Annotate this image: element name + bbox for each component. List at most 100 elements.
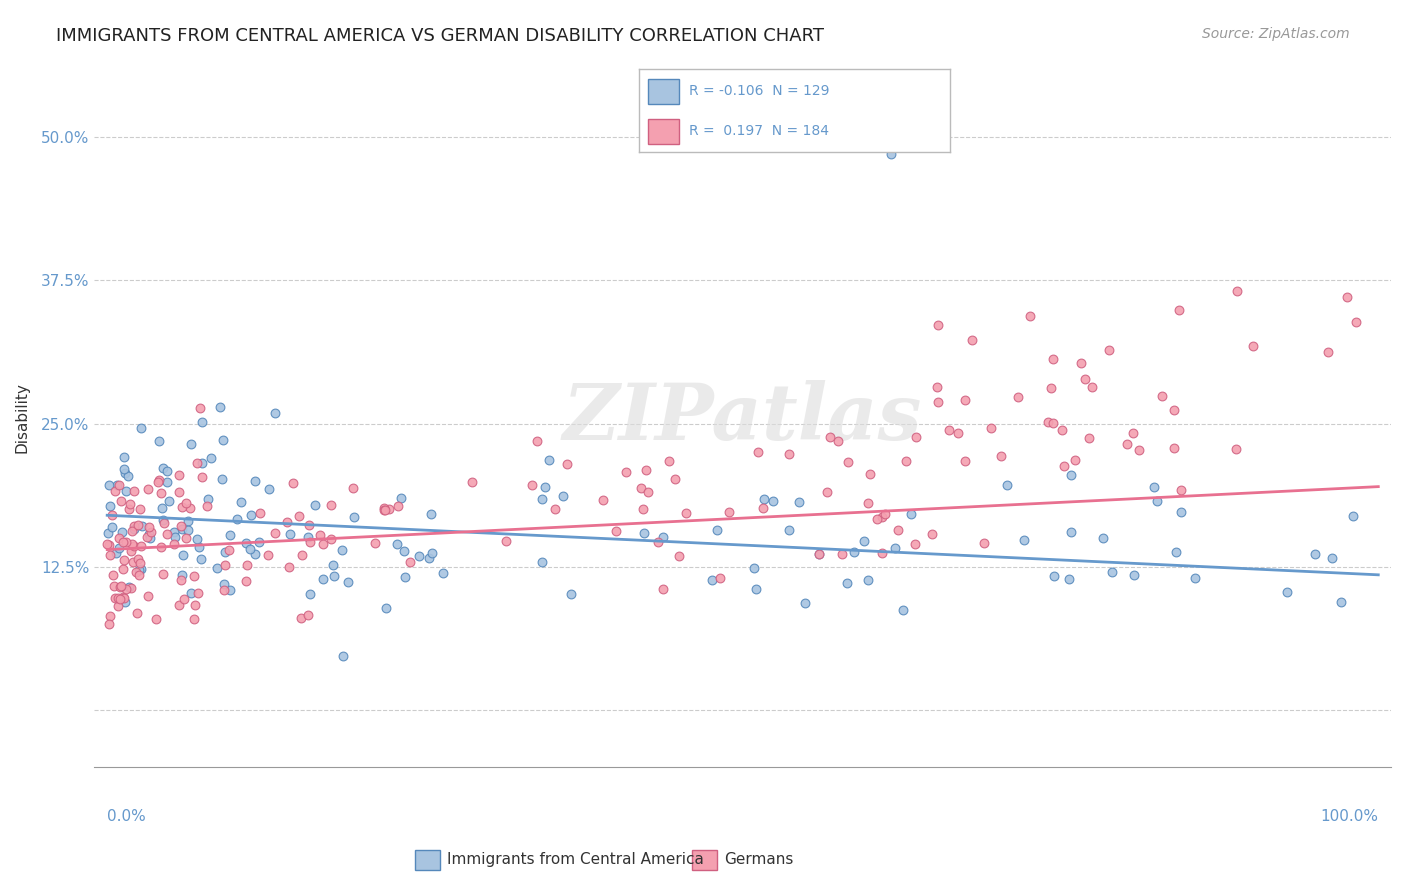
Point — [249, 506, 271, 520]
Point — [980, 421, 1002, 435]
Point — [1344, 315, 1367, 329]
Point — [152, 513, 174, 527]
Point — [304, 499, 326, 513]
Point — [235, 574, 257, 588]
Point — [1330, 594, 1353, 608]
Point — [1101, 566, 1123, 580]
Point — [342, 481, 364, 495]
Point — [218, 543, 240, 558]
Point — [125, 565, 148, 579]
Point — [117, 502, 139, 516]
Point — [1341, 509, 1364, 524]
Point — [1163, 402, 1185, 417]
Point — [278, 526, 301, 541]
Point — [243, 474, 266, 488]
Point — [419, 508, 441, 522]
Point — [853, 533, 876, 548]
Point — [408, 549, 430, 563]
Point — [211, 472, 233, 486]
Point — [394, 544, 416, 558]
Point — [990, 449, 1012, 463]
Point — [291, 548, 314, 562]
Point — [605, 524, 627, 538]
Point — [374, 503, 396, 517]
Point — [921, 527, 943, 541]
Point — [212, 577, 235, 591]
Point — [1042, 416, 1064, 430]
Point — [1078, 431, 1101, 445]
Point — [420, 546, 443, 560]
Point — [1040, 381, 1063, 395]
Point — [150, 540, 173, 554]
Point — [1019, 309, 1042, 323]
Point — [101, 567, 124, 582]
Point — [183, 598, 205, 612]
Point — [200, 450, 222, 465]
Point — [900, 508, 922, 522]
Point — [827, 434, 849, 449]
Point — [378, 501, 401, 516]
Point — [831, 547, 853, 561]
Text: 100.0%: 100.0% — [1320, 809, 1378, 824]
Point — [844, 545, 866, 559]
Point — [1059, 525, 1081, 540]
Point — [835, 575, 858, 590]
Point — [533, 480, 555, 494]
Point — [754, 492, 776, 507]
Point — [162, 537, 184, 551]
Point — [146, 475, 169, 490]
Point — [1070, 356, 1092, 370]
Point — [191, 415, 214, 429]
Point — [121, 544, 143, 558]
Point — [495, 534, 517, 549]
Point — [319, 498, 342, 512]
Point — [127, 518, 149, 533]
Point — [172, 548, 194, 562]
Point — [111, 525, 134, 540]
Point — [111, 562, 134, 576]
Point — [212, 583, 235, 598]
Point — [647, 534, 669, 549]
Point — [152, 460, 174, 475]
Point — [859, 467, 882, 481]
Text: ZIPatlas: ZIPatlas — [562, 380, 922, 456]
Point — [167, 598, 190, 612]
Point — [122, 519, 145, 533]
Point — [375, 601, 398, 615]
Point — [208, 400, 231, 414]
Text: Source: ZipAtlas.com: Source: ZipAtlas.com — [1202, 27, 1350, 41]
Point — [156, 475, 179, 489]
Point — [389, 491, 412, 505]
Point — [138, 527, 160, 541]
Point — [870, 546, 893, 560]
Point — [818, 430, 841, 444]
Point — [118, 580, 141, 594]
Point — [278, 560, 301, 574]
Point — [148, 434, 170, 448]
Point — [104, 591, 127, 605]
Point — [1316, 345, 1339, 359]
Point — [385, 537, 408, 551]
Point — [214, 544, 236, 558]
Point — [308, 528, 330, 542]
Point — [100, 549, 122, 563]
Point — [136, 589, 159, 603]
Point — [287, 509, 309, 524]
Point — [150, 500, 173, 515]
Point — [120, 497, 142, 511]
Point — [856, 496, 879, 510]
Point — [1007, 390, 1029, 404]
Point — [121, 524, 143, 538]
Point — [700, 573, 723, 587]
Point — [108, 581, 131, 595]
Point — [129, 556, 152, 570]
Point — [418, 551, 440, 566]
Point — [904, 430, 927, 444]
Point — [167, 485, 190, 500]
Point — [778, 523, 800, 537]
Point — [332, 648, 354, 663]
Point — [560, 587, 582, 601]
Point — [1122, 568, 1144, 582]
Point — [239, 508, 262, 522]
Point — [136, 483, 159, 497]
